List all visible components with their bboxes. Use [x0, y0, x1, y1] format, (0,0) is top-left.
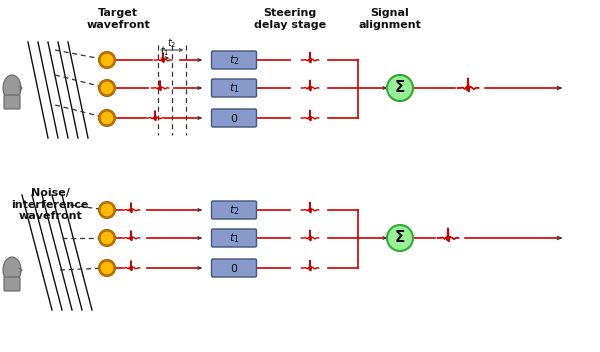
Circle shape [387, 225, 413, 251]
Text: $t_1$: $t_1$ [229, 231, 239, 245]
Circle shape [100, 81, 114, 95]
Circle shape [100, 231, 114, 245]
Circle shape [100, 111, 114, 125]
Circle shape [98, 201, 115, 219]
Text: $t_2$: $t_2$ [167, 36, 176, 50]
Ellipse shape [3, 257, 21, 283]
Text: Target
wavefront: Target wavefront [86, 8, 150, 30]
Circle shape [98, 109, 115, 126]
Text: $t_2$: $t_2$ [229, 53, 239, 67]
FancyBboxPatch shape [4, 277, 20, 291]
FancyBboxPatch shape [212, 201, 257, 219]
Ellipse shape [3, 75, 21, 101]
FancyBboxPatch shape [212, 79, 257, 97]
Circle shape [98, 259, 115, 277]
Circle shape [100, 261, 114, 275]
Circle shape [387, 75, 413, 101]
FancyBboxPatch shape [212, 229, 257, 247]
FancyBboxPatch shape [4, 95, 20, 109]
Circle shape [100, 203, 114, 217]
Circle shape [100, 53, 114, 67]
FancyBboxPatch shape [212, 109, 257, 127]
Circle shape [98, 80, 115, 96]
Circle shape [98, 51, 115, 69]
Text: Σ: Σ [395, 231, 405, 245]
Text: Steering
delay stage: Steering delay stage [254, 8, 326, 30]
FancyBboxPatch shape [212, 51, 257, 69]
FancyBboxPatch shape [212, 259, 257, 277]
Text: Signal
alignment: Signal alignment [359, 8, 421, 30]
Text: $0$: $0$ [230, 262, 238, 274]
Text: $t_1$: $t_1$ [160, 44, 170, 58]
Text: Σ: Σ [395, 81, 405, 95]
Text: $t_2$: $t_2$ [229, 203, 239, 217]
Text: Noise/
interference
wavefront: Noise/ interference wavefront [11, 188, 89, 221]
Text: $t_1$: $t_1$ [229, 81, 239, 95]
Circle shape [98, 230, 115, 246]
Text: $0$: $0$ [230, 112, 238, 124]
